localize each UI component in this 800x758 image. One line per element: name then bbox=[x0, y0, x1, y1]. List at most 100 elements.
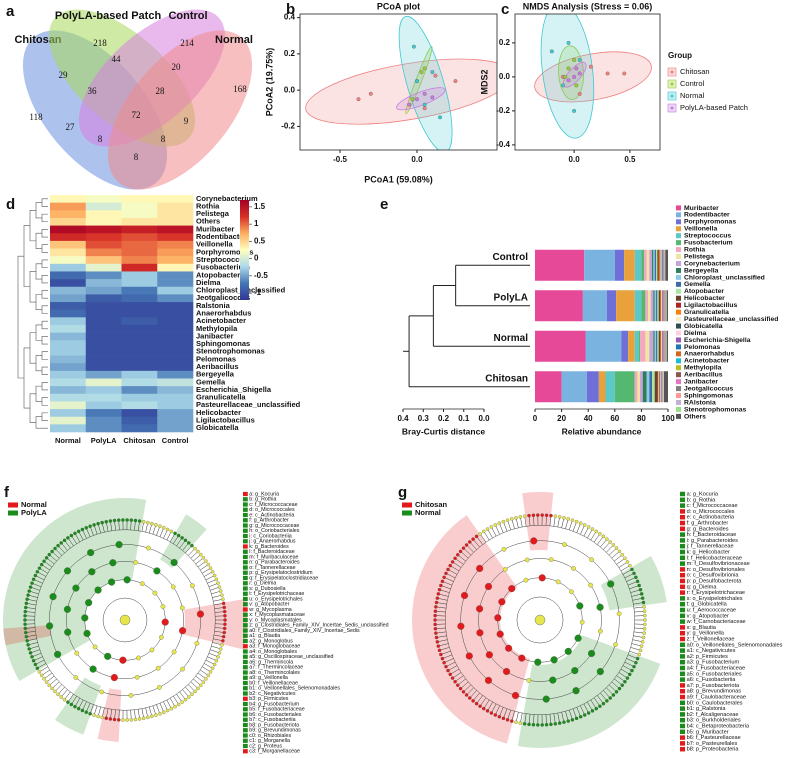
tree-node bbox=[637, 652, 641, 657]
taxon-label: m: f_Muribaculaceae bbox=[249, 554, 298, 560]
taxon-label: v: g_Atopobacter bbox=[249, 602, 289, 608]
tree-node bbox=[564, 647, 572, 655]
taxon-label: c1: g_Morganella bbox=[249, 738, 290, 744]
bar-segment bbox=[656, 330, 658, 362]
tree-node bbox=[84, 526, 88, 530]
legend-key bbox=[402, 510, 412, 516]
tree-node bbox=[476, 605, 484, 613]
heat-cell bbox=[157, 324, 194, 333]
tree-node bbox=[643, 618, 647, 622]
tree-node bbox=[25, 639, 29, 643]
bar-segment bbox=[535, 330, 586, 362]
tree-node bbox=[485, 651, 493, 659]
tree-node bbox=[119, 656, 127, 664]
tree-node bbox=[439, 583, 443, 588]
row-label: Sphingomonas bbox=[196, 339, 250, 348]
taxon-key bbox=[243, 680, 248, 686]
taxon-label: a0: f_Clostridiales_Family_XIV_Incertae_… bbox=[249, 628, 360, 634]
tree-node bbox=[100, 715, 104, 720]
heat-cell bbox=[121, 271, 158, 280]
taxon-label: x: g_Blautia bbox=[687, 625, 717, 631]
heat-cell bbox=[157, 409, 194, 418]
dendrogram-branch bbox=[41, 290, 48, 299]
bar-segment bbox=[657, 290, 659, 322]
heat-cell bbox=[50, 248, 87, 257]
tree-node bbox=[23, 630, 28, 635]
tree-node bbox=[104, 716, 109, 721]
point bbox=[411, 44, 416, 49]
tree-node bbox=[461, 690, 466, 694]
tree-node bbox=[69, 702, 74, 707]
taxon-key bbox=[680, 671, 686, 677]
tree-node bbox=[169, 529, 174, 534]
heat-cell bbox=[157, 302, 194, 310]
point bbox=[415, 79, 419, 84]
tree-node bbox=[643, 613, 647, 618]
tree-node bbox=[439, 652, 443, 657]
taxon-label: b3: o_Burkholderiales bbox=[687, 718, 741, 724]
tree-node bbox=[534, 658, 542, 666]
taxon-key bbox=[243, 722, 248, 728]
taxon-label: s: o_Erysipelotrichales bbox=[687, 596, 743, 602]
tree-node bbox=[562, 720, 566, 724]
heat-cell bbox=[85, 294, 122, 303]
bar-segment bbox=[634, 249, 642, 281]
bar-segment bbox=[645, 330, 650, 362]
tree-node bbox=[222, 626, 227, 631]
tree-node bbox=[444, 571, 448, 576]
tree-node bbox=[62, 697, 67, 702]
tree-node bbox=[173, 531, 177, 536]
plot-area bbox=[534, 14, 652, 139]
tree-node bbox=[642, 609, 647, 613]
tree-node bbox=[514, 720, 518, 724]
tree-node bbox=[62, 538, 67, 543]
tree-node bbox=[24, 634, 29, 639]
taxon-label: a: g_Kocuria bbox=[249, 491, 279, 497]
bar-segment bbox=[662, 249, 663, 281]
tree-node bbox=[196, 549, 200, 554]
taxon-label: b4: c_Betaproteobacteria bbox=[687, 723, 750, 729]
bar-segment bbox=[582, 290, 607, 322]
heat-cell bbox=[50, 317, 87, 326]
tree-node bbox=[464, 693, 469, 697]
tree-node bbox=[549, 676, 557, 684]
dendrogram-branch bbox=[41, 198, 48, 207]
taxon-key bbox=[680, 741, 686, 746]
tree-node bbox=[640, 596, 645, 600]
point bbox=[453, 79, 458, 84]
tree-node bbox=[152, 590, 158, 596]
venn-count: 28 bbox=[156, 86, 166, 96]
legend-dot bbox=[670, 106, 674, 110]
heat-cell bbox=[50, 347, 87, 356]
row-label: Corynebacterium bbox=[196, 194, 258, 203]
taxon-label: j: f_Tannerellaceae bbox=[686, 544, 734, 550]
tree-node bbox=[96, 714, 100, 719]
tree-node bbox=[221, 639, 225, 643]
taxon-key bbox=[243, 638, 248, 644]
taxon-key bbox=[243, 654, 248, 659]
tree-node bbox=[527, 722, 531, 727]
clade-shade bbox=[97, 688, 122, 742]
tree-node bbox=[137, 519, 142, 523]
taxon-label: w: g_Mycoplasma bbox=[249, 607, 291, 613]
tree-node bbox=[589, 557, 594, 563]
taxon-label: q: g_Dielma bbox=[687, 584, 718, 590]
taxon-label: b0: o_Caulobacterales bbox=[687, 700, 743, 706]
clade-shade bbox=[3, 625, 52, 646]
bar-segment bbox=[659, 249, 661, 281]
row-label: Atopobacter bbox=[196, 270, 240, 279]
tree-node bbox=[150, 521, 154, 526]
taxon-label: b7: c_Fusobacteriia bbox=[249, 717, 295, 723]
taxon-label: t: g_Globicatella bbox=[687, 602, 728, 608]
tree-node bbox=[42, 559, 46, 563]
tree-node bbox=[222, 609, 227, 614]
row-label: Rodentibacter bbox=[196, 232, 247, 241]
tree-node bbox=[505, 644, 513, 652]
heat-cell bbox=[85, 263, 122, 272]
colorbar-tick-label: 1.5 bbox=[254, 202, 266, 211]
tree-node bbox=[208, 566, 213, 570]
x-tick-label: 20 bbox=[557, 414, 566, 423]
tree-node bbox=[531, 723, 536, 727]
taxon-key bbox=[680, 648, 686, 653]
taxon-key bbox=[680, 584, 686, 590]
